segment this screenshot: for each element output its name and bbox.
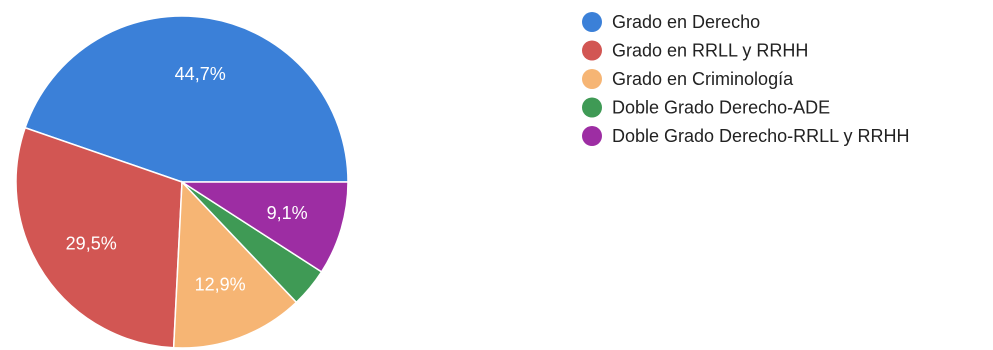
legend-item-1: Grado en Derecho — [582, 12, 760, 32]
legend-label-2: Grado en RRLL y RRHH — [612, 41, 808, 61]
pie-data-labels: 44,7% 29,5% 12,9% 9,1% — [66, 64, 308, 295]
pie-slice-label-3: 12,9% — [195, 275, 246, 295]
pie-slice-label-5: 9,1% — [267, 203, 308, 223]
pie-slices — [15, 15, 349, 349]
pie-slice-label-2: 29,5% — [66, 233, 117, 253]
legend-label-1: Grado en Derecho — [612, 12, 760, 32]
legend-label-5: Doble Grado Derecho-RRLL y RRHH — [612, 126, 909, 146]
legend-swatch-1 — [582, 12, 602, 32]
legend-item-4: Doble Grado Derecho-ADE — [582, 97, 830, 118]
legend: Grado en Derecho Grado en RRLL y RRHH Grad… — [582, 12, 909, 146]
legend-item-2: Grado en RRLL y RRHH — [582, 40, 808, 61]
pie-slice-5 — [179, 181, 349, 273]
pie-slice-2 — [15, 126, 183, 349]
pie-slice-label-1: 44,7% — [175, 64, 226, 84]
legend-label-4: Doble Grado Derecho-ADE — [612, 98, 830, 118]
legend-swatch-3 — [582, 69, 602, 89]
legend-item-5: Doble Grado Derecho-RRLL y RRHH — [582, 126, 909, 146]
legend-item-3: Grado en Criminología — [582, 69, 794, 89]
legend-label-3: Grado en Criminología — [612, 69, 794, 89]
legend-swatch-5 — [582, 126, 602, 146]
legend-swatch-4 — [582, 97, 602, 118]
pie-slice-3 — [172, 180, 298, 349]
legend-swatch-2 — [582, 40, 602, 61]
pie-slice-1 — [24, 15, 349, 183]
